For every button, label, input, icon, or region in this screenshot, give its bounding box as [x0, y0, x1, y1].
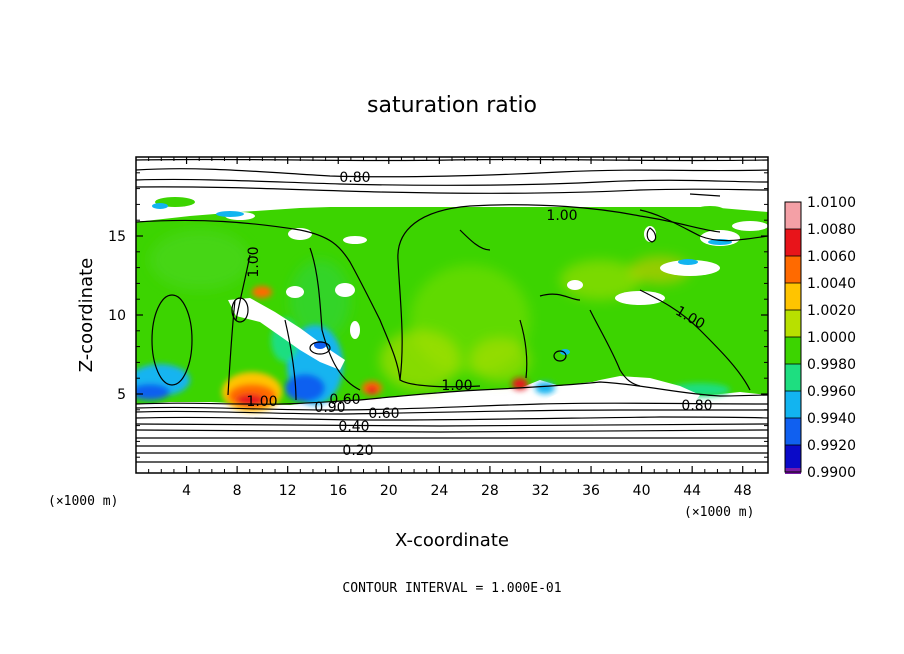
x-tick-label: 12 — [279, 483, 297, 499]
x-tick-label: 24 — [430, 483, 448, 499]
colorbar-label: 1.0020 — [807, 303, 856, 319]
colorbar-label: 0.9900 — [807, 465, 856, 481]
chart-title: saturation ratio — [367, 93, 537, 118]
y-axis-label: Z-coordinate — [76, 258, 97, 373]
contour-label: 0.60 — [329, 392, 360, 408]
contour-lines — [136, 158, 768, 463]
contour-label: 0.90 — [314, 400, 345, 416]
x-tick-label: 48 — [734, 483, 752, 499]
colorbar-label: 0.9920 — [807, 438, 856, 454]
contour-label: 0.80 — [339, 170, 370, 186]
y-tick-label: 10 — [108, 308, 126, 324]
colorbar-swatch — [785, 256, 801, 283]
saturation-field: 0.80 1.00 1.00 1.00 1.00 1.00 0.90 0.60 … — [136, 157, 768, 473]
colorbar-swatch — [785, 445, 801, 472]
x-tick-label: 8 — [233, 483, 242, 499]
colorbar-swatch — [785, 337, 801, 364]
contour-label: 1.00 — [246, 394, 277, 410]
colorbar-label: 0.9980 — [807, 357, 856, 373]
contour-label: 0.60 — [368, 406, 399, 422]
contour-label: 0.80 — [681, 398, 712, 414]
contour-label: 1.00 — [441, 378, 472, 394]
colorbar-label: 1.0080 — [807, 222, 856, 238]
upper-layer — [136, 157, 768, 355]
contour-label: 1.00 — [246, 246, 262, 277]
x-tick-label: 40 — [633, 483, 651, 499]
colorbar-label: 1.0060 — [807, 249, 856, 265]
colorbar-swatch — [785, 468, 801, 474]
colorbar-swatch — [785, 418, 801, 445]
x-axis: 4 8 12 16 20 24 28 32 36 40 44 48 — [148, 157, 756, 499]
x-tick-label: 44 — [683, 483, 701, 499]
x-unit-right: (×1000 m) — [684, 505, 754, 520]
x-tick-label: 20 — [380, 483, 398, 499]
contour-label: 0.40 — [338, 419, 369, 435]
colorbar-label: 1.0040 — [807, 276, 856, 292]
x-tick-label: 16 — [329, 483, 347, 499]
x-tick-label: 4 — [182, 483, 191, 499]
y-axis: 5 10 15 — [108, 172, 768, 458]
supersaturated-patches — [222, 286, 528, 412]
colorbar: 1.0100 1.0080 1.0060 1.0040 1.0020 1.0000 0.99… — [784, 195, 856, 481]
colorbar-swatch — [785, 283, 801, 310]
colorbar-swatch — [785, 229, 801, 256]
field-texture — [150, 230, 690, 390]
x-tick-label: 32 — [532, 483, 550, 499]
colorbar-label: 0.9960 — [807, 384, 856, 400]
x-axis-label: X-coordinate — [395, 530, 509, 551]
x-unit-left: (×1000 m) — [48, 494, 118, 509]
colorbar-swatch — [785, 310, 801, 337]
y-tick-label: 15 — [108, 229, 126, 245]
colorbar-swatch — [785, 391, 801, 418]
x-tick-label: 28 — [481, 483, 499, 499]
contour-label: 1.00 — [546, 208, 577, 224]
colorbar-label: 0.9940 — [807, 411, 856, 427]
colorbar-label: 1.0000 — [807, 330, 856, 346]
colorbar-swatch — [785, 364, 801, 391]
contour-label: 0.20 — [342, 443, 373, 459]
colorbar-label: 1.0100 — [807, 195, 856, 211]
x-tick-label: 36 — [582, 483, 600, 499]
contour-interval-note: CONTOUR INTERVAL = 1.000E-01 — [342, 581, 561, 596]
y-tick-label: 5 — [117, 387, 126, 403]
unsaturated-gaps — [225, 212, 768, 412]
colorbar-swatch — [785, 202, 801, 229]
